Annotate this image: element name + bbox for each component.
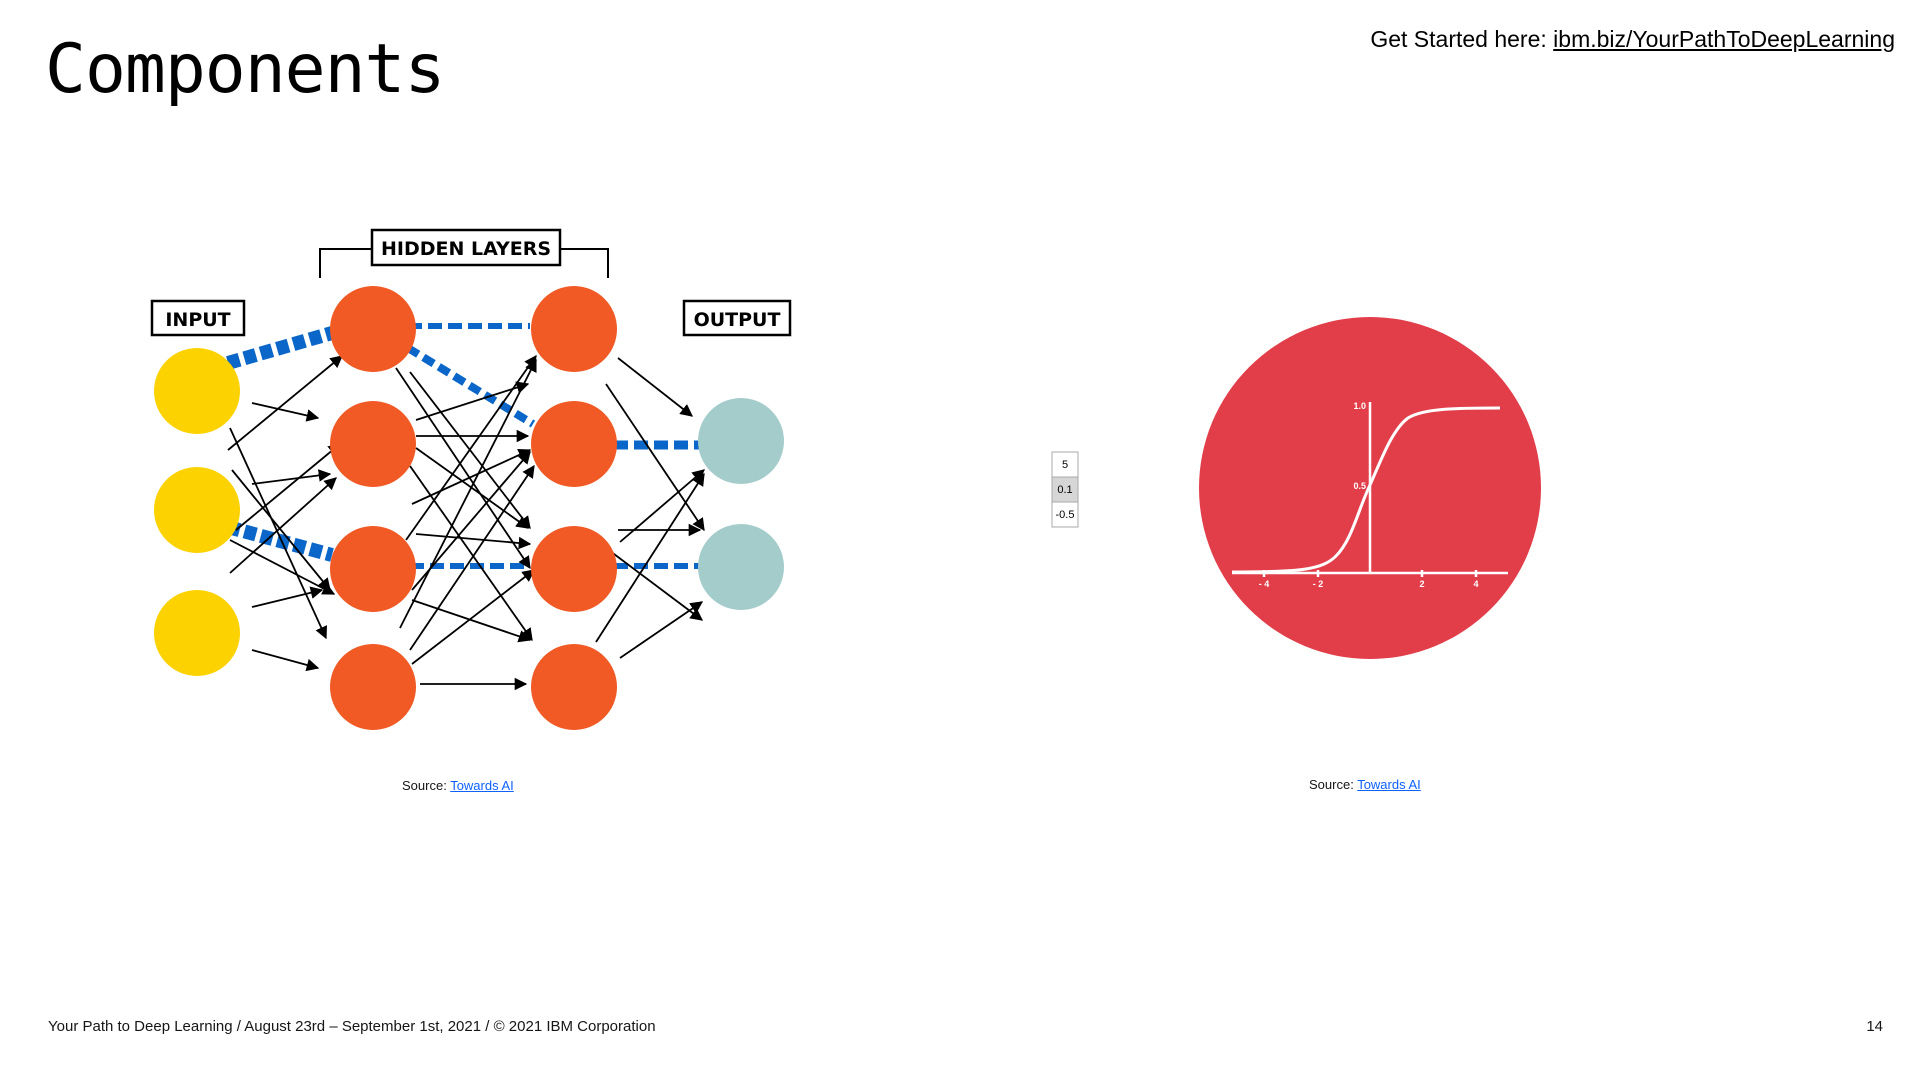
get-started-prefix: Get Started here: bbox=[1370, 26, 1554, 52]
hidden-node bbox=[330, 644, 416, 730]
hidden-node bbox=[531, 644, 617, 730]
hidden-node bbox=[330, 286, 416, 372]
value-cells: 5 0.1 -0.5 bbox=[1051, 451, 1079, 528]
input-label: INPUT bbox=[165, 309, 230, 331]
sigmoid-curve bbox=[1231, 406, 1501, 574]
input-layer bbox=[154, 348, 240, 676]
value-cell-text: 0.1 bbox=[1057, 484, 1072, 496]
sigmoid-source-prefix: Source: bbox=[1309, 777, 1358, 792]
input-node bbox=[154, 348, 240, 434]
y-tick-label: 0.5 bbox=[1353, 481, 1366, 491]
value-cell-text: 5 bbox=[1062, 459, 1068, 471]
hidden-layer-1 bbox=[330, 286, 416, 730]
highlighted-weights bbox=[226, 323, 700, 569]
x-tick-label: 2 bbox=[1419, 579, 1424, 589]
nn-source: Source: Towards AI bbox=[402, 778, 514, 793]
x-tick-label: - 2 bbox=[1313, 579, 1324, 589]
hidden-node bbox=[531, 526, 617, 612]
footer-text: Your Path to Deep Learning / August 23rd… bbox=[48, 1018, 656, 1035]
input-node bbox=[154, 467, 240, 553]
page-title: Components bbox=[45, 30, 445, 109]
sigmoid-source: Source: Towards AI bbox=[1309, 777, 1421, 792]
output-layer bbox=[698, 398, 784, 610]
value-cell-text: -0.5 bbox=[1056, 509, 1075, 521]
hidden-node bbox=[330, 401, 416, 487]
hidden-layers-bracket: HIDDEN LAYERS bbox=[319, 228, 609, 278]
sigmoid-source-link[interactable]: Towards AI bbox=[1357, 777, 1421, 792]
input-to-hidden-arrows bbox=[227, 355, 343, 672]
neural-network-diagram: HIDDEN LAYERS INPUT OUTPUT bbox=[150, 228, 792, 730]
hidden-node bbox=[531, 286, 617, 372]
output-node bbox=[698, 524, 784, 610]
hidden-to-hidden-arrows bbox=[395, 354, 537, 691]
hidden-node bbox=[531, 401, 617, 487]
hidden-node bbox=[330, 526, 416, 612]
sigmoid-figure: 5 0.1 -0.5 1.0 0.5 - 4 - 2 2 4 bbox=[1051, 317, 1541, 659]
output-label: OUTPUT bbox=[694, 309, 781, 331]
page-number: 14 bbox=[1866, 1018, 1883, 1035]
x-tick-label: 4 bbox=[1473, 579, 1478, 589]
value-cell bbox=[1051, 501, 1079, 528]
nn-source-prefix: Source: bbox=[402, 778, 451, 793]
input-node bbox=[154, 590, 240, 676]
value-cell bbox=[1051, 451, 1079, 478]
hidden-layer-2 bbox=[531, 286, 617, 730]
nn-source-link[interactable]: Towards AI bbox=[450, 778, 514, 793]
y-tick-label: 1.0 bbox=[1353, 401, 1366, 411]
hidden-to-output-arrows bbox=[595, 357, 705, 659]
x-tick-label: - 4 bbox=[1259, 579, 1270, 589]
get-started-text: Get Started here: ibm.biz/YourPathToDeep… bbox=[1370, 26, 1895, 53]
value-cell-highlighted bbox=[1051, 476, 1079, 503]
sigmoid-tick-labels: 1.0 0.5 - 4 - 2 2 4 bbox=[1259, 401, 1479, 589]
hidden-layers-label: HIDDEN LAYERS bbox=[381, 238, 551, 260]
output-node bbox=[698, 398, 784, 484]
get-started-link[interactable]: ibm.biz/YourPathToDeepLearning bbox=[1553, 26, 1895, 52]
